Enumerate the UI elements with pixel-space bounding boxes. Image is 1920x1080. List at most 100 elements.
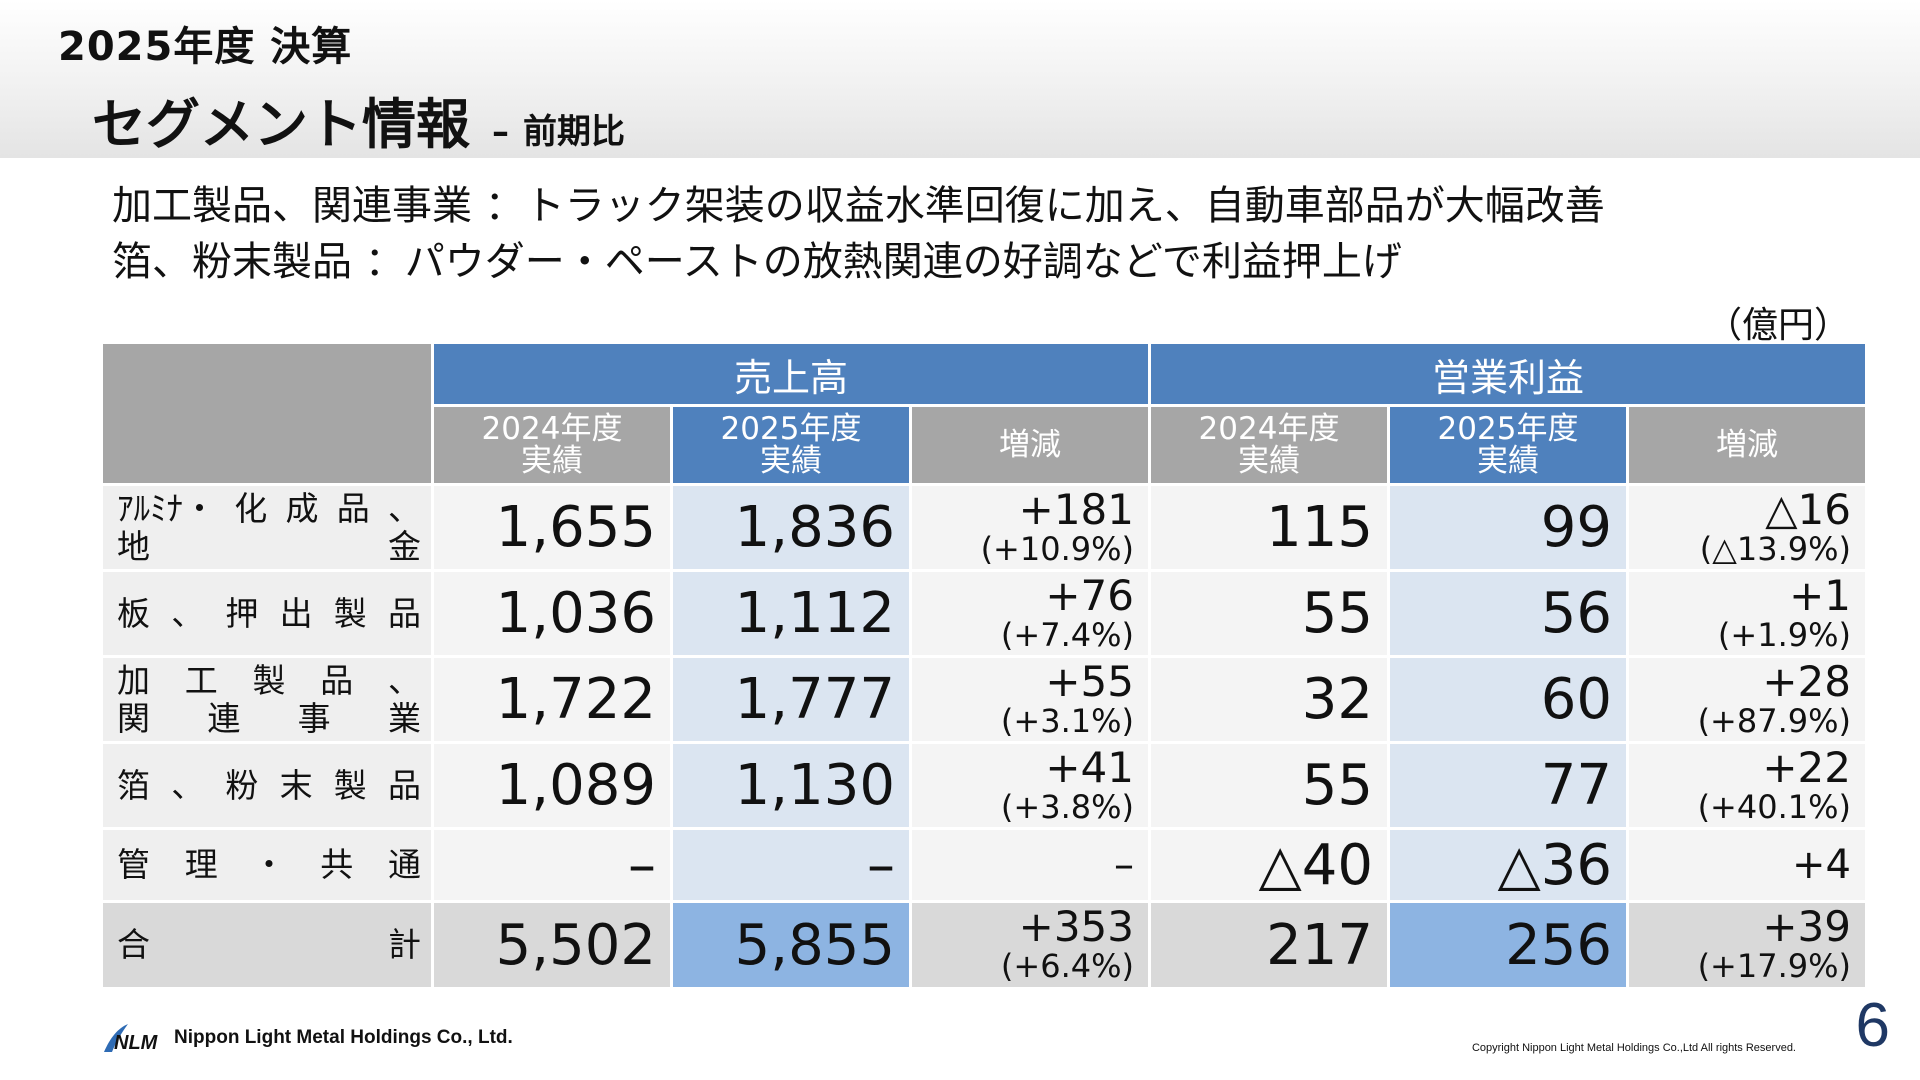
segment-label-char: 製 [333, 593, 367, 633]
segment-label-char: 製 [333, 765, 367, 805]
sales-cur-value: 1,130 [673, 744, 909, 827]
op-diff-value: +1 [1789, 572, 1851, 620]
op-prev-header: 2024年度 実績 [1151, 407, 1387, 483]
sales-diff-percent: (+3.1%) [1000, 701, 1134, 740]
segment-label-char: 、 [171, 593, 205, 633]
segment-label: 管理・共通 [103, 830, 431, 900]
segment-label-line: 管理・共通 [117, 846, 421, 884]
sales-diff-value: +181 [1018, 486, 1134, 534]
op-diff-percent: (+40.1%) [1697, 787, 1851, 826]
sales-diff-value: +41 [1045, 744, 1134, 792]
table-row: 箔、粉末製品 1,089 1,130 +41 (+3.8%) 55 77 +22 (+40.1%… [103, 744, 1865, 827]
segment-label-char: 共 [320, 845, 354, 884]
table-row: 加工製品、関連事業 1,722 1,777 +55 (+3.1%) 32 60 +28 (+87… [103, 658, 1865, 741]
sales-prev-value: – [434, 830, 670, 900]
segment-label-char: 板 [117, 593, 150, 633]
segment-label-char: 粉 [225, 765, 259, 805]
segment-label-char: 、 [388, 660, 421, 700]
summary-line-1: 加工製品、関連事業 ：トラック架装の収益水準回復に加え、自動車部品が大幅改善 [112, 183, 1605, 229]
segment-label-char: 製 [252, 660, 286, 700]
unit-label: （億円） [1705, 305, 1850, 346]
sales-prev-header: 2024年度 実績 [434, 407, 670, 483]
table-row: 板、押出製品 1,036 1,112 +76 (+7.4%) 55 56 +1 (+1.9%) [103, 572, 1865, 655]
op-cur-header: 2025年度 実績 [1390, 407, 1626, 483]
segment-label-char: ・ [252, 845, 286, 884]
op-diff: △16 (△13.9%) [1629, 486, 1865, 569]
table-total-row: 合計 5,502 5,855 +353 (+6.4%) 217 256 +39 (+17.9%) [103, 903, 1865, 987]
op-group-header: 営業利益 [1151, 344, 1865, 404]
sales-prev-value: 1,655 [434, 486, 670, 569]
op-diff-percent: (+1.9%) [1717, 615, 1851, 654]
op-diff-header: 増減 [1629, 407, 1865, 483]
segment-label-line: 箔、粉末製品 [117, 765, 421, 805]
op-diff: +22 (+40.1%) [1629, 744, 1865, 827]
segment-label-line: 関連事業 [117, 698, 421, 738]
segment-label-char: 品 [387, 765, 421, 805]
summary-text: 加工製品、関連事業 ：トラック架装の収益水準回復に加え、自動車部品が大幅改善 箔… [112, 178, 1605, 290]
op-diff-percent: (+87.9%) [1697, 701, 1851, 740]
op-cur-value: 56 [1390, 572, 1626, 655]
segment-label-char: 理 [184, 845, 218, 884]
sales-diff-percent: (+3.8%) [1000, 787, 1134, 826]
table-row: ｱﾙﾐﾅ・化成品、地金 1,655 1,836 +181 (+10.9%) 115 99 △1… [103, 486, 1865, 569]
sales-diff: +41 (+3.8%) [912, 744, 1148, 827]
sales-prev-value: 1,722 [434, 658, 670, 741]
segment-label-char: 金 [388, 526, 421, 566]
sales-diff-value: +76 [1045, 572, 1134, 620]
summary-line-2: 箔、粉末製品 ：パウダー・ペーストの放熱関連の好調などで利益押上げ [112, 239, 1402, 285]
segment-label-line: 地金 [117, 526, 421, 566]
sales-cur-value: 1,836 [673, 486, 909, 569]
segment-label-char: 、 [388, 488, 421, 528]
logo-text: Nippon Light Metal Holdings Co., Ltd. [174, 1027, 513, 1048]
segment-label: 箔、粉末製品 [103, 744, 431, 827]
segment-label-char: 連 [207, 698, 241, 738]
op-diff-value: +4 [1792, 842, 1851, 888]
segment-label-line: 加工製品、 [117, 660, 421, 700]
segment-label-char: 管 [117, 845, 150, 884]
op-diff-value: +39 [1762, 903, 1851, 951]
segment-label-char: 計 [388, 925, 421, 964]
sales-prev-value: 1,036 [434, 572, 670, 655]
sales-group-header: 売上高 [434, 344, 1148, 404]
sales-diff: +55 (+3.1%) [912, 658, 1148, 741]
segment-label: 加工製品、関 連 事 業 [103, 658, 431, 741]
segment-label-char: 事 [297, 698, 331, 738]
sales-diff-value: +55 [1045, 658, 1134, 706]
sales-cur-value: 5,855 [673, 903, 909, 987]
page-number: 6 [1855, 991, 1890, 1060]
op-diff: +28 (+87.9%) [1629, 658, 1865, 741]
op-diff-percent: (△13.9%) [1699, 529, 1851, 568]
op-prev-value: 55 [1151, 572, 1387, 655]
company-logo: NLM Nippon Light Metal Holdings Co., Ltd… [100, 1018, 513, 1058]
sales-diff: +76 (+7.4%) [912, 572, 1148, 655]
op-diff: +4 [1629, 830, 1865, 900]
segment-label-char: 通 [388, 845, 421, 884]
op-diff: +1 (+1.9%) [1629, 572, 1865, 655]
sales-prev-value: 1,089 [434, 744, 670, 827]
op-diff-value: +28 [1762, 658, 1851, 706]
segment-label-char: 押 [225, 593, 259, 633]
svg-text:NLM: NLM [114, 1032, 159, 1054]
sales-cur-value: 1,112 [673, 572, 909, 655]
op-cur-value: △36 [1390, 830, 1626, 900]
sales-cur-value: – [673, 830, 909, 900]
segment-table: 売上高 営業利益 2024年度 実績 2025年度 実績 増減 2024年度 実績 2… [100, 341, 1868, 990]
sales-diff-value: – [1114, 842, 1134, 888]
segment-label-char: 箔 [117, 765, 150, 805]
segment-label: 板、押出製品 [103, 572, 431, 655]
sales-diff-header: 増減 [912, 407, 1148, 483]
page-title-block: セグメント情報 – 前期比 [92, 80, 625, 159]
op-prev-value: 217 [1151, 903, 1387, 987]
header-band [0, 0, 1920, 158]
sales-diff: +181 (+10.9%) [912, 486, 1148, 569]
fiscal-title: 2025年度 決算 [58, 24, 353, 70]
op-prev-value: 115 [1151, 486, 1387, 569]
title-dash: – [492, 112, 509, 152]
sales-diff-value: +353 [1018, 903, 1134, 951]
segment-label-char: 関 [117, 698, 150, 738]
op-cur-value: 60 [1390, 658, 1626, 741]
segment-label-char: 地 [117, 526, 150, 566]
sales-diff-percent: (+6.4%) [1000, 947, 1134, 985]
segment-label-char: 出 [279, 593, 313, 633]
segment-label-line: 板、押出製品 [117, 593, 421, 633]
